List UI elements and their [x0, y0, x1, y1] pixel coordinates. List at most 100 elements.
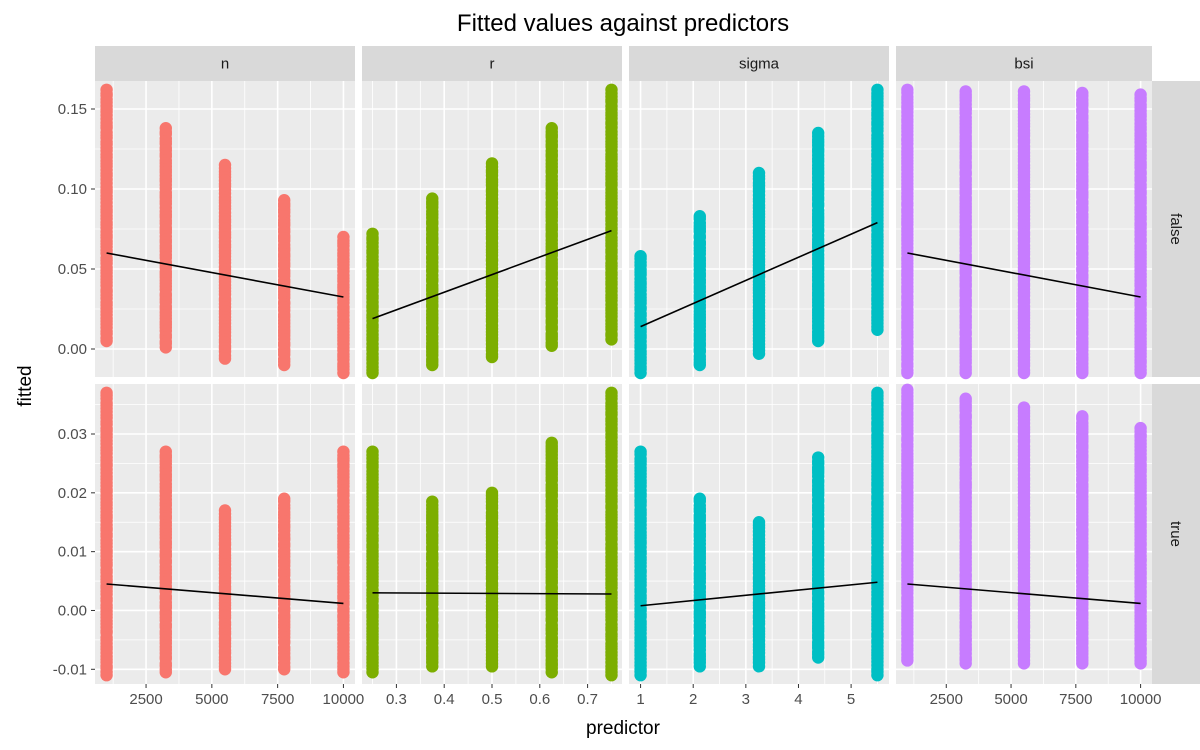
- x-tick-label: 0.3: [386, 691, 407, 708]
- facet-grid: n r sigma bsi false true 0.00 0.05 0.10 0.15 -0.01…: [53, 46, 1200, 708]
- panel-false-n: [95, 81, 355, 380]
- fitted-line: [907, 252, 1141, 298]
- point: [218, 352, 232, 365]
- point-series-r: [366, 83, 618, 380]
- point-series-bsi: [901, 383, 1147, 670]
- point: [485, 660, 499, 673]
- point: [426, 660, 439, 673]
- x-tick-label: 10000: [1120, 691, 1162, 708]
- point: [1017, 657, 1031, 670]
- x-tick-label: 0.6: [529, 691, 550, 708]
- point: [871, 668, 884, 682]
- point: [159, 341, 172, 354]
- point: [752, 660, 766, 673]
- point: [959, 657, 972, 670]
- point: [1076, 366, 1089, 380]
- strip-sigma: [629, 46, 889, 81]
- point: [1076, 657, 1089, 670]
- point-series-sigma: [634, 83, 884, 380]
- point-series-n: [100, 386, 350, 682]
- x-tick-label: 7500: [1059, 691, 1092, 708]
- point: [693, 660, 706, 673]
- point: [278, 663, 291, 676]
- panel-true-bsi: [896, 383, 1152, 684]
- point: [159, 666, 172, 679]
- x-tick-label: 7500: [261, 691, 294, 708]
- point: [634, 366, 647, 380]
- panel-false-bsi: [896, 81, 1152, 380]
- point: [752, 347, 766, 360]
- point: [218, 663, 232, 676]
- fitted-line: [640, 221, 878, 328]
- point: [278, 358, 291, 372]
- point-series-sigma: [634, 386, 884, 682]
- strip-label-r: r: [490, 56, 495, 73]
- x-tick-label: 2: [689, 691, 697, 708]
- x-tick-label: 1: [636, 691, 644, 708]
- point: [1134, 366, 1147, 380]
- fitted-line: [907, 583, 1141, 605]
- x-tick-label: 5000: [994, 691, 1027, 708]
- y-tick-label: 0.10: [58, 181, 87, 198]
- point: [1017, 366, 1031, 380]
- point: [812, 651, 825, 664]
- strip-label-true: true: [1167, 521, 1184, 547]
- panel-true-r: [362, 384, 622, 684]
- strip-r: [362, 46, 622, 81]
- point: [337, 666, 350, 679]
- x-tick-label: 4: [794, 691, 802, 708]
- y-tick-label: 0.00: [58, 602, 87, 619]
- strip-label-sigma: sigma: [739, 56, 780, 73]
- panel-false-sigma: [629, 81, 889, 380]
- y-tick-label: 0.03: [58, 426, 87, 443]
- strip-label-n: n: [221, 56, 229, 73]
- y-tick-label: 0.15: [58, 101, 87, 118]
- point: [426, 358, 439, 372]
- point: [693, 358, 706, 372]
- point: [366, 366, 379, 380]
- strip-n: [95, 46, 355, 81]
- y-tick-label: 0.00: [58, 341, 87, 358]
- point: [605, 333, 618, 346]
- point: [1134, 657, 1147, 670]
- strip-true: [1152, 384, 1200, 684]
- point: [901, 654, 914, 667]
- point: [634, 668, 647, 682]
- point: [871, 323, 884, 336]
- point: [337, 366, 350, 380]
- fitted-line: [640, 581, 878, 607]
- point: [366, 666, 379, 679]
- x-tick-label: 3: [742, 691, 750, 708]
- x-tick-label: 5000: [195, 691, 228, 708]
- point-series-r: [366, 386, 618, 682]
- point: [959, 366, 972, 380]
- point: [812, 334, 825, 348]
- x-tick-label: 10000: [323, 691, 365, 708]
- point-series-bsi: [901, 83, 1147, 380]
- x-tick-label: 0.7: [577, 691, 598, 708]
- y-axis-title: fitted: [15, 365, 36, 406]
- panel-true-n: [95, 384, 355, 684]
- x-tick-label: 0.4: [434, 691, 455, 708]
- x-axis-title: predictor: [586, 718, 661, 739]
- point: [100, 668, 113, 682]
- point: [485, 350, 499, 364]
- y-tick-label: -0.01: [53, 661, 87, 678]
- panel-true-sigma: [629, 384, 889, 684]
- fitted-line: [372, 592, 612, 595]
- panel-false-r: [362, 81, 622, 380]
- point: [901, 366, 914, 380]
- x-tick-label: 0.5: [482, 691, 503, 708]
- chart-title: Fitted values against predictors: [457, 10, 789, 37]
- x-tick-label: 2500: [129, 691, 162, 708]
- point: [100, 334, 113, 348]
- fitted-line: [372, 229, 612, 320]
- strip-false: [1152, 81, 1200, 377]
- fitted-line: [106, 583, 344, 605]
- strip-label-false: false: [1167, 213, 1184, 245]
- point: [545, 339, 558, 352]
- x-tick-label: 2500: [930, 691, 963, 708]
- y-tick-label: 0.05: [58, 261, 87, 278]
- point: [545, 666, 558, 679]
